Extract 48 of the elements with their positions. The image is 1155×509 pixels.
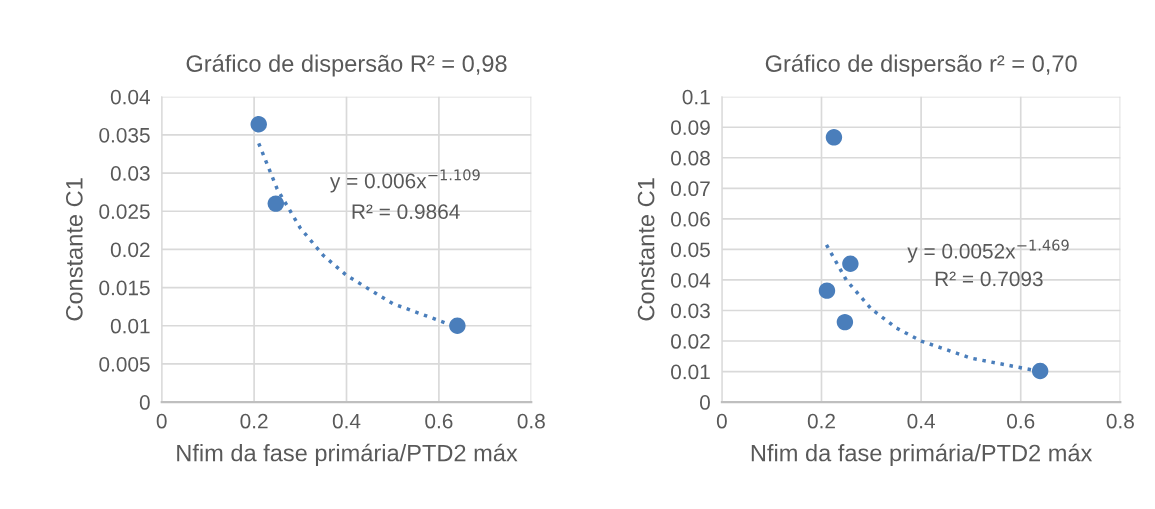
x-tick-label: 0.8: [1106, 413, 1134, 429]
y-tick-label: 0.1: [682, 89, 710, 105]
x-tick-label: 0.4: [332, 413, 361, 429]
x-tick-label: 0.8: [517, 413, 545, 429]
y-tick-label: 0.035: [99, 127, 150, 143]
point: [818, 282, 836, 299]
point: [825, 129, 843, 146]
y-tick-label: 0.03: [110, 166, 150, 181]
y-tick-label: 0.01: [110, 318, 150, 334]
y-tick-label: 0.005: [99, 356, 150, 372]
chart-title: Gráfico de dispersão R² = 0,98: [186, 54, 507, 77]
x-tick-label: 0.2: [807, 413, 835, 429]
y-axis-title: Constante C1: [637, 178, 655, 321]
chart-title: Gráfico de dispersão r² = 0,70: [765, 54, 1077, 77]
y-tick-label: 0.04: [671, 272, 711, 288]
point: [267, 195, 285, 212]
x-tick-label: 0.2: [240, 413, 268, 429]
y-tick-label: 0.03: [671, 303, 710, 319]
x-axis-title: Nfim da fase primária/PTD2 máx: [751, 443, 1093, 467]
x-axis-title: Nfim da fase primária/PTD2 máx: [177, 443, 518, 467]
y-tick-label: 0.02: [110, 242, 150, 258]
y-tick-label: 0.06: [671, 211, 710, 227]
point: [842, 255, 859, 272]
x-tick-label: 0.6: [1007, 413, 1035, 429]
y-tick-label: 0.07: [671, 181, 710, 197]
point: [1031, 362, 1049, 380]
point: [449, 317, 466, 334]
x-tick-label: 0: [156, 413, 167, 429]
x-tick-label: 0: [716, 413, 727, 429]
y-tick-label: 0.05: [671, 242, 710, 258]
y-tick-label: 0: [139, 395, 150, 410]
point: [250, 115, 267, 133]
y-tick-label: 0.09: [671, 120, 710, 135]
y-tick-label: 0.04: [110, 89, 150, 105]
y-tick-label: 0.01: [671, 364, 710, 380]
annotation: R² = 0.7093: [935, 271, 1043, 287]
y-tick-label: 0.025: [99, 204, 150, 219]
annotation: R² = 0.9864: [352, 204, 460, 220]
y-tick-label: 0.02: [671, 334, 710, 349]
x-tick-label: 0.6: [425, 413, 453, 429]
y-axis-title: Constante C1: [65, 178, 83, 321]
y-tick-label: 0.08: [671, 150, 710, 166]
point: [836, 313, 854, 331]
annotation: y = 0.0052x$^{−1.469}$: [907, 239, 1069, 263]
y-tick-label: 0.015: [99, 280, 150, 296]
x-tick-label: 0.4: [907, 413, 935, 429]
y-tick-label: 0: [699, 395, 710, 410]
annotation: y = 0.006x$^{−1.109}$: [329, 169, 480, 193]
